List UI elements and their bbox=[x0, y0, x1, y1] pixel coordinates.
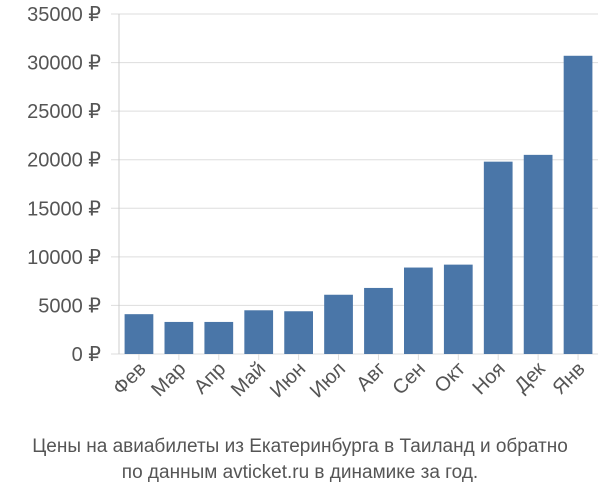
y-tick-label: 15000 ₽ bbox=[27, 198, 101, 220]
bar bbox=[284, 311, 313, 354]
x-tick-label: Фев bbox=[109, 358, 151, 400]
bar bbox=[443, 264, 473, 354]
bar bbox=[164, 321, 194, 354]
x-tick-label: Сен bbox=[388, 358, 429, 399]
x-tick-label: Апр bbox=[190, 358, 231, 399]
x-tick-label: Окт bbox=[430, 358, 469, 397]
x-tick-label: Июл bbox=[306, 358, 350, 402]
x-tick-label: Май bbox=[227, 358, 270, 401]
y-tick-label: 20000 ₽ bbox=[27, 150, 101, 172]
bar bbox=[483, 161, 513, 354]
bar bbox=[563, 55, 593, 355]
caption-line-2: по данным avticket.ru в динамике за год. bbox=[121, 462, 479, 483]
bar bbox=[404, 267, 433, 354]
bars bbox=[124, 55, 593, 355]
bar-chart: 0 ₽ 5000 ₽ 10000 ₽ 15000 ₽ 20000 ₽ 25000 ₽ 300… bbox=[27, 4, 598, 402]
bar bbox=[124, 314, 154, 354]
y-tick-label: 5000 ₽ bbox=[38, 295, 101, 317]
y-tick-label: 30000 ₽ bbox=[27, 53, 101, 75]
bar bbox=[324, 294, 353, 354]
y-tick-label: 35000 ₽ bbox=[27, 4, 101, 26]
bar bbox=[244, 310, 274, 354]
y-axis-ticks: 0 ₽ 5000 ₽ 10000 ₽ 15000 ₽ 20000 ₽ 25000 ₽ 300… bbox=[27, 4, 101, 366]
y-tick-label: 10000 ₽ bbox=[27, 247, 101, 269]
bar bbox=[364, 287, 393, 354]
x-tick-label: Июн bbox=[266, 358, 310, 402]
x-tick-label: Дек bbox=[510, 358, 549, 397]
x-tick-label: Авг bbox=[352, 358, 390, 396]
caption-line-1: Цены на авиабилеты из Екатеринбурга в Та… bbox=[32, 436, 568, 457]
grid-lines bbox=[111, 13, 598, 355]
x-tick-label: Янв bbox=[548, 358, 589, 399]
y-tick-label: 25000 ₽ bbox=[27, 101, 101, 123]
bar bbox=[523, 154, 553, 354]
x-tick-label: Ноя bbox=[468, 358, 509, 399]
chart-caption: Цены на авиабилеты из Екатеринбурга в Та… bbox=[0, 434, 600, 486]
bar bbox=[204, 321, 234, 354]
x-tick-label: Мар bbox=[147, 358, 190, 401]
y-tick-label: 0 ₽ bbox=[72, 344, 102, 366]
